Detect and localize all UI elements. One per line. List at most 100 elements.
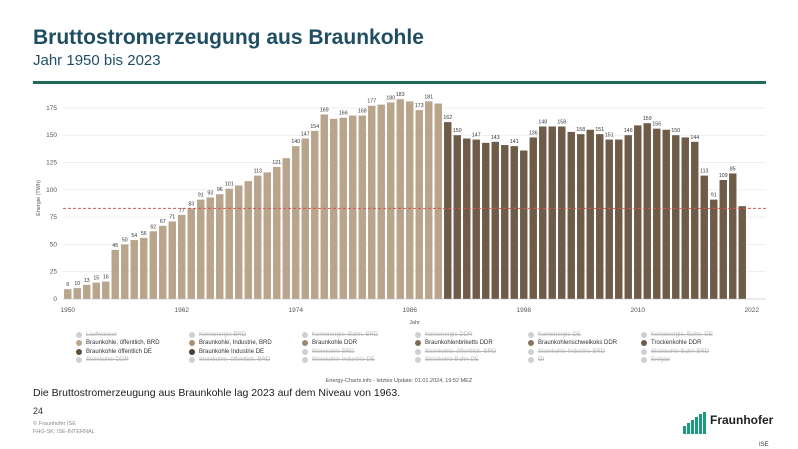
legend-label: Braunkohle Industrie DE xyxy=(199,348,265,355)
bar-2002 xyxy=(558,126,566,299)
legend-item[interactable]: Kernenergie DE xyxy=(528,332,581,338)
data-label: 54 xyxy=(131,233,137,239)
legend-item[interactable]: Braunkohle, Industrie, BRD xyxy=(189,340,272,347)
data-label: 162 xyxy=(443,115,452,121)
bar-1987 xyxy=(415,110,423,300)
legend-item[interactable]: Trockenkohle DDR xyxy=(641,340,701,347)
legend-item[interactable]: Braunkohle, öffentlich, BRD xyxy=(76,340,160,347)
data-label: 181 xyxy=(424,94,433,100)
page-number: 24 xyxy=(33,406,44,416)
bar-1989 xyxy=(434,103,442,299)
data-label: 113 xyxy=(254,169,262,175)
bar-2008 xyxy=(615,139,623,299)
bar-1988 xyxy=(425,101,433,299)
x-tick-label: 1950 xyxy=(61,307,76,314)
legend-dot-icon xyxy=(641,332,647,338)
legend-dot-icon xyxy=(189,332,195,338)
data-label: 15 xyxy=(93,276,99,282)
y-tick-label: 75 xyxy=(50,214,58,221)
legend-label: Steinkohle, öffentlich, BRD xyxy=(199,356,271,363)
x-tick-label: 1974 xyxy=(289,307,304,314)
legend-item[interactable]: Kernenergie, Bahn, DE xyxy=(641,332,713,338)
legend-item[interactable]: Kernenergie BRD xyxy=(189,332,246,338)
bar-1952 xyxy=(83,284,91,299)
x-tick-label: 1998 xyxy=(517,307,532,314)
legend-label: Braunkohlenschwelkoks DDR xyxy=(538,340,618,347)
data-label: 136 xyxy=(529,130,538,136)
data-label: 101 xyxy=(225,182,234,188)
logo-name: Fraunhofer xyxy=(710,413,774,427)
data-label: 67 xyxy=(160,219,166,225)
bar-1981 xyxy=(358,115,366,299)
legend-item[interactable]: Steinkohle BRD xyxy=(302,348,354,355)
data-label: 147 xyxy=(301,131,310,137)
bar-2013 xyxy=(662,129,670,299)
bar-2015 xyxy=(681,137,689,299)
legend-item[interactable]: Kernenergie, Bahn, BRD xyxy=(302,332,378,338)
legend-item[interactable]: Erdgas xyxy=(641,356,670,363)
legend-item[interactable]: Steinkohle Industrie DE xyxy=(302,356,375,363)
bar-2019 xyxy=(719,179,727,299)
bar-1998 xyxy=(520,150,528,299)
bar-1965 xyxy=(206,197,214,299)
legend-item[interactable]: Steinkohle, öffentlich, BRD xyxy=(415,348,496,355)
x-tick-label: 1962 xyxy=(175,307,190,314)
bar-1967 xyxy=(225,188,233,299)
legend-item[interactable]: Steinkohle Bahn BRD xyxy=(641,348,709,355)
logo-sub: ISE xyxy=(759,442,769,448)
data-label: 154 xyxy=(310,124,319,130)
data-label: 169 xyxy=(320,107,329,113)
legend-label: Kernenergie DE xyxy=(538,332,581,338)
legend-item[interactable]: Braunkohlenbriketts DDR xyxy=(415,340,493,347)
page-subtitle: Jahr 1950 bis 2023 xyxy=(33,52,161,69)
bar-1963 xyxy=(187,208,195,299)
bar-2006 xyxy=(596,134,604,299)
bar-1985 xyxy=(396,99,404,300)
bar-1954 xyxy=(102,281,110,299)
bar-1992 xyxy=(463,138,471,299)
bar-1975 xyxy=(301,138,309,299)
legend-item[interactable]: Steinkohle Bahn DE xyxy=(415,356,479,363)
legend-dot-icon xyxy=(641,348,647,355)
bar-2014 xyxy=(672,135,680,299)
legend-label: Kernenergie, Bahn, DE xyxy=(651,332,713,338)
y-axis-title: Energie (TWh) xyxy=(36,180,42,216)
legend-dot-icon xyxy=(528,356,534,363)
legend-item[interactable]: Braunkohlenschwelkoks DDR xyxy=(528,340,618,347)
bar-1958 xyxy=(140,237,148,299)
legend-item[interactable]: Steinkohle Industrie BRD xyxy=(528,348,605,355)
legend-item[interactable]: Braunkohle DDR xyxy=(302,340,357,347)
bar-1986 xyxy=(406,101,414,299)
y-tick-label: 125 xyxy=(46,160,57,167)
legend-label: Steinkohle Industrie DE xyxy=(312,356,375,363)
data-label: 143 xyxy=(491,135,500,141)
legend-item[interactable]: Laufwasser xyxy=(76,332,117,338)
legend-item[interactable]: Öl xyxy=(528,356,544,363)
bar-1951 xyxy=(73,288,81,299)
bar-1962 xyxy=(178,214,186,299)
x-axis-title: Jahr xyxy=(409,320,420,326)
legend-label: Braunkohlenbriketts DDR xyxy=(425,340,493,347)
bar-2011 xyxy=(643,123,651,299)
legend-item[interactable]: Steinkohle, öffentlich, BRD xyxy=(189,356,271,363)
legend-item[interactable]: Braunkohle Industrie DE xyxy=(189,348,265,355)
bar-2012 xyxy=(653,128,661,299)
bar-2005 xyxy=(586,129,594,299)
legend-item[interactable]: Steinkohle DDR xyxy=(76,356,129,363)
bar-1964 xyxy=(197,199,205,299)
x-tick-label: 2010 xyxy=(631,307,646,314)
bar-1970 xyxy=(254,175,262,299)
legend-item[interactable]: Braunkohle öffentlich DE xyxy=(76,348,152,355)
data-label: 148 xyxy=(538,119,547,125)
data-label: 150 xyxy=(671,128,680,134)
data-label: 141 xyxy=(510,139,519,145)
legend-dot-icon xyxy=(302,356,308,363)
data-label: 109 xyxy=(719,173,728,179)
page-title: Bruttostromerzeugung aus Braunkohle xyxy=(33,26,424,49)
data-label: 151 xyxy=(605,133,614,139)
legend-item[interactable]: Kernenergie DDR xyxy=(415,332,472,338)
legend-dot-icon xyxy=(415,340,421,347)
legend-label: Kernenergie, Bahn, BRD xyxy=(312,332,379,338)
data-label: 150 xyxy=(453,128,462,134)
